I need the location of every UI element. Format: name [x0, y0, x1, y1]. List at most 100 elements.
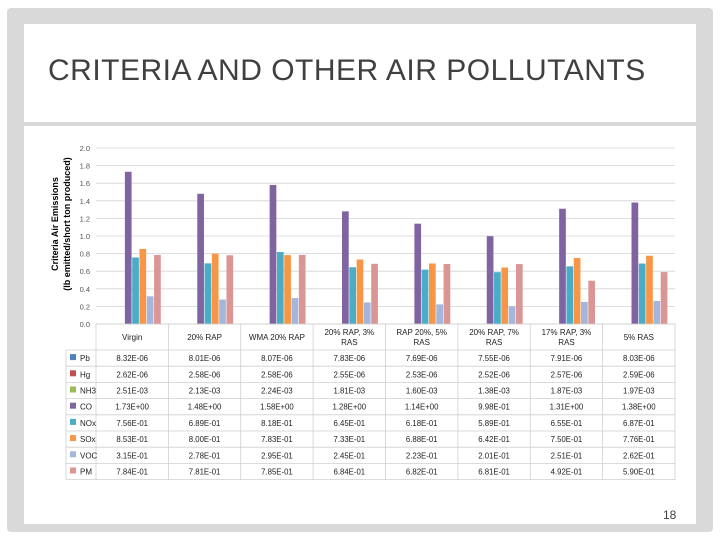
table-cell: 7.69E-06	[406, 354, 438, 363]
table-cell: 6.18E-01	[406, 419, 438, 428]
table-cell: 2.95E-01	[261, 451, 293, 460]
table-cell: 6.42E-01	[478, 435, 510, 444]
table-cell: 6.88E-01	[406, 435, 438, 444]
legend-label-nh3: NH3	[80, 387, 97, 396]
y-tick-label: 0.0	[80, 320, 90, 329]
y-tick-label: 1.4	[80, 197, 90, 206]
category-label: 17% RAP, 3%	[542, 328, 592, 337]
table-cell: 7.83E-06	[333, 354, 365, 363]
bar-pm	[515, 264, 523, 324]
table-cell: 8.03E-06	[623, 354, 655, 363]
bar-co	[631, 202, 639, 324]
table-cell: 7.76E-01	[623, 435, 655, 444]
table-cell: 1.28E+00	[333, 403, 367, 412]
table-cell: 1.38E+00	[622, 403, 656, 412]
bar-sox	[428, 263, 436, 324]
table-cell: 7.50E-01	[551, 435, 583, 444]
table-cell: 2.62E-01	[623, 451, 655, 460]
y-tick-label: 0.8	[80, 250, 90, 259]
bar-co	[124, 171, 132, 324]
bar-nox	[204, 263, 212, 324]
bar-sox	[211, 253, 219, 324]
y-tick-label: 1.6	[80, 179, 90, 188]
page-number: 18	[663, 508, 677, 522]
legend-swatch-voc	[70, 451, 76, 458]
table-cell: 7.56E-01	[116, 419, 148, 428]
table-cell: 8.32E-06	[116, 354, 148, 363]
category-label: RAS	[558, 338, 574, 347]
bar-co	[269, 184, 277, 324]
y-tick-label: 1.2	[80, 214, 90, 223]
table-cell: 3.15E-01	[116, 451, 148, 460]
y-tick-labels: 0.0 0.2 0.4 0.6 0.8 1.0 1.2 1.4 1.6 1.8 2.0	[80, 144, 90, 329]
bar-voc	[363, 302, 371, 324]
table-cell: 8.01E-06	[189, 354, 221, 363]
bar-pm	[226, 255, 234, 324]
table-cell: 2.01E-01	[478, 451, 510, 460]
bar-voc	[653, 300, 661, 324]
table-cell: 2.62E-06	[116, 370, 148, 379]
legend-label-sox: SOx	[80, 435, 96, 444]
bar-nox	[132, 257, 139, 324]
legend-label-co: CO	[80, 403, 92, 412]
table-cell: 7.91E-06	[551, 354, 583, 363]
slide-title: CRITERIA AND OTHER AIR POLLUTANTS	[48, 54, 646, 87]
category-label: Virgin	[122, 333, 142, 342]
bar-pm	[660, 272, 668, 324]
table-cell: 5.89E-01	[478, 419, 510, 428]
bar-co	[342, 211, 349, 324]
content-box	[24, 126, 696, 524]
table-cell: 7.55E-06	[478, 354, 510, 363]
category-label: 20% RAP	[187, 333, 222, 342]
table-cell: 2.51E-03	[116, 387, 148, 396]
legend-swatch-nox	[70, 418, 76, 425]
table-cell: 1.60E-03	[406, 387, 438, 396]
table-cell: 1.87E-03	[551, 387, 583, 396]
bar-voc	[508, 306, 516, 324]
table-cell: 8.53E-01	[116, 435, 148, 444]
bar-voc	[436, 304, 443, 324]
bar-co	[486, 236, 494, 324]
bar-co	[559, 208, 566, 324]
table-cell: 1.81E-03	[333, 387, 365, 396]
table-cell: 6.55E-01	[551, 419, 583, 428]
gridlines	[96, 147, 675, 325]
table-cell: 7.85E-01	[261, 468, 293, 477]
category-label: RAP 20%, 5%	[396, 328, 447, 337]
bar-pm	[298, 254, 306, 324]
legend-label-pm: PM	[80, 468, 92, 477]
y-tick-label: 0.6	[80, 267, 90, 276]
bar-sox	[356, 259, 364, 324]
table-cell: 2.59E-06	[623, 370, 655, 379]
table-cell: 2.13E-03	[189, 387, 221, 396]
bar-pm	[443, 263, 451, 324]
table-cell: 1.31E+00	[550, 403, 584, 412]
table-cell: 7.81E-01	[189, 468, 221, 477]
category-label: RAS	[413, 338, 429, 347]
bar-pm	[588, 280, 596, 324]
table-cell: 8.18E-01	[261, 419, 293, 428]
table-cell: 2.78E-01	[189, 451, 221, 460]
legend-label-nox: NOx	[80, 419, 96, 428]
table-cell: 7.33E-01	[333, 435, 365, 444]
table-cell: 2.51E-01	[551, 451, 583, 460]
table-cell: 1.14E+00	[405, 403, 439, 412]
bar-nox	[421, 269, 429, 324]
table-cell: 1.97E-03	[623, 387, 655, 396]
bar-sox	[139, 248, 147, 324]
table-cell: 1.48E+00	[188, 403, 222, 412]
table-cell: 2.45E-01	[333, 451, 365, 460]
table-cell: 6.84E-01	[333, 468, 365, 477]
bar-nox	[566, 266, 574, 324]
table-cell: 6.45E-01	[333, 419, 365, 428]
legend-swatch-pb	[70, 354, 76, 361]
table-cell: 1.38E-03	[478, 387, 510, 396]
table-cell: 7.84E-01	[116, 468, 148, 477]
bar-voc	[146, 296, 154, 324]
y-tick-label: 2.0	[80, 144, 90, 153]
bar-nox	[494, 272, 501, 324]
table-cell: 5.90E-01	[623, 468, 655, 477]
table-cell: 9.98E-01	[478, 403, 510, 412]
